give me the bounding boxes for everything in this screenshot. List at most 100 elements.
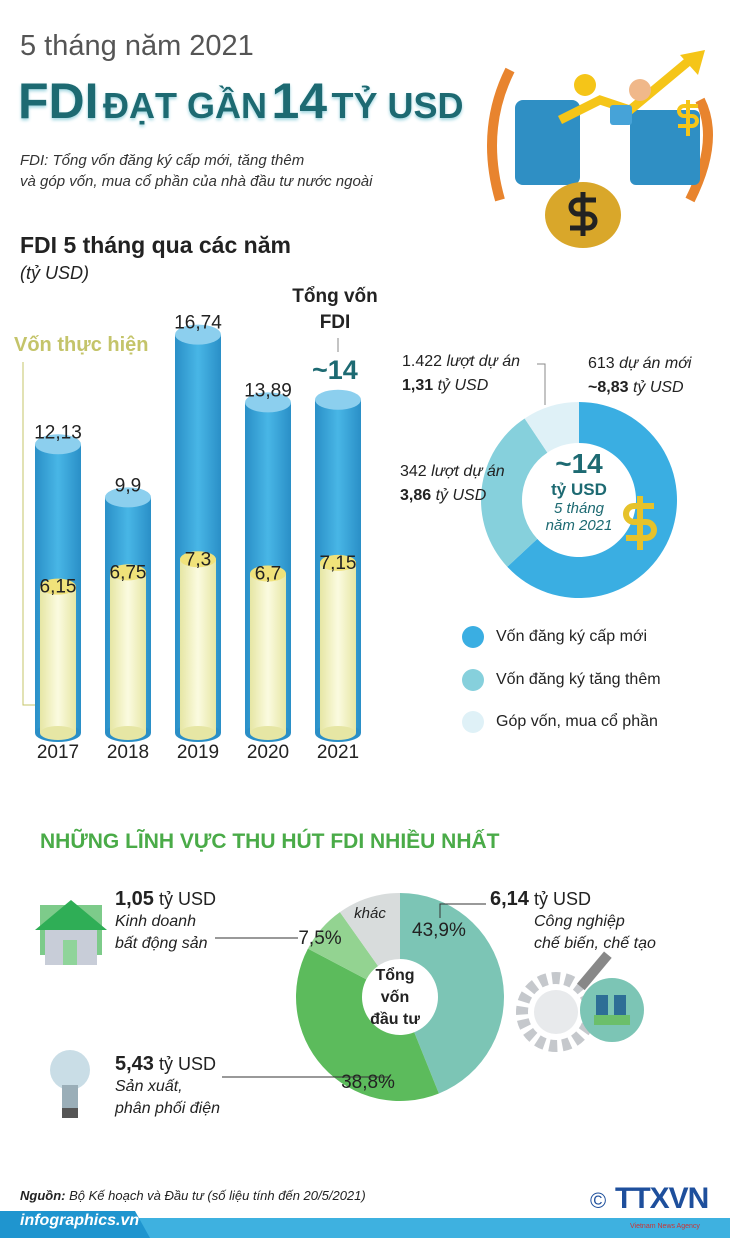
year-label: 2017 [37, 742, 79, 763]
name-line1: Kinh doanh [115, 913, 196, 930]
realized-bar-base [180, 726, 216, 740]
legend-label: Góp vốn, mua cổ phần [496, 713, 658, 730]
footer-tab [0, 1211, 150, 1238]
total-value-label: 12,13 [34, 422, 82, 443]
total-bar-top [245, 392, 291, 413]
amount: 6,14 [490, 888, 529, 910]
center-value: ~14 [555, 448, 603, 479]
slice-manufacturing [400, 893, 505, 1094]
subtitle-2: và góp vốn, mua cổ phần của nhà đầu tư n… [20, 173, 373, 190]
total-bar-top [105, 487, 151, 508]
increase-amount: 3,86 [400, 487, 432, 504]
name-line2: phân phối điện [115, 1100, 220, 1117]
stake-connector [537, 363, 546, 405]
realized-label: Vốn thực hiện [14, 334, 149, 356]
percent-label: 7,5% [298, 928, 341, 949]
footer-bar [0, 1218, 730, 1238]
legend-new: Vốn đăng ký cấp mới [462, 626, 647, 648]
realized-bar-top [320, 554, 356, 571]
new-unit: tỷ USD [632, 379, 684, 396]
stake-label: 1.422 lượt dự án 1,31 tỷ USD [402, 350, 520, 398]
center-line2: vốn [380, 989, 410, 1006]
total-label: Tổng vốn FDI [280, 284, 390, 336]
slice-increase [481, 418, 548, 567]
realized-bar-top [180, 551, 216, 568]
new-count: 613 [588, 355, 615, 372]
unit: tỷ USD [158, 1054, 216, 1074]
realized-value-label: 7,15 [320, 553, 357, 574]
agency-logo: TTXVN [615, 1182, 709, 1215]
sector-section-title: NHỮNG LĨNH VỰC THU HÚT FDI NHIỀU NHẤT [40, 830, 500, 853]
center-line3: đầu tư [370, 1011, 420, 1028]
legend-label: Vốn đăng ký cấp mới [496, 628, 648, 645]
year-label: 2020 [247, 742, 289, 763]
amount: 1,05 [115, 888, 154, 910]
realized-bar [110, 572, 146, 733]
page-title: FDI ĐẠT GẦN 14 TỶ USD [18, 72, 464, 130]
realized-value-label: 6,7 [255, 564, 281, 585]
realized-value-label: 7,3 [185, 549, 211, 570]
name-line1: Sản xuất, [115, 1078, 183, 1095]
new-label: 613 dự án mới ~8,83 tỷ USD [588, 352, 691, 400]
realized-bar [40, 586, 76, 733]
amount: 5,43 [115, 1053, 154, 1075]
total-bar-top [35, 434, 81, 455]
realized-bar-top [110, 564, 146, 581]
center-line2: năm 2021 [545, 517, 613, 534]
realized-bar-top [250, 565, 286, 582]
realized-bar [250, 573, 286, 733]
title-num: 14 [271, 73, 328, 129]
copyright-icon: © [590, 1188, 607, 1213]
manufacturing-label: 6,14 tỷ USD Công nghiệp chế biến, chế tạ… [490, 888, 656, 955]
slice-electricity [295, 948, 439, 1102]
name-line1: Công nghiệp [534, 913, 625, 930]
realized-bar [320, 562, 356, 733]
unit: tỷ USD [533, 889, 591, 909]
source-text: Bộ Kế hoạch và Đầu tư (số liệu tính đến … [69, 1188, 366, 1203]
realized-bar [180, 559, 216, 733]
increase-count-label: lượt dự án [431, 463, 505, 480]
stake-count-label: lượt dự án [446, 353, 521, 370]
slice-real-estate [307, 912, 379, 980]
bar-chart-title: FDI 5 tháng qua các năm [20, 232, 291, 258]
slice-stake [524, 402, 579, 453]
electricity-label: 5,43 tỷ USD Sản xuất, phân phối điện [115, 1053, 220, 1120]
realized-value-label: 6,75 [110, 562, 147, 583]
year-label: 2019 [177, 742, 219, 763]
stake-count: 1.422 [402, 353, 443, 370]
donut-center: ~14 tỷ USD 5 tháng năm 2021 [539, 448, 619, 534]
slice-other [339, 893, 400, 966]
legend-stake: Góp vốn, mua cổ phần [462, 711, 658, 733]
increase-count: 342 [400, 463, 427, 480]
realized-bar-base [250, 726, 286, 740]
source-label: Nguồn: [20, 1188, 66, 1203]
title-fdi: FDI [18, 73, 99, 129]
total-value-label: 16,74 [174, 313, 222, 334]
agency-subtitle: Vietnam News Agency [630, 1223, 700, 1230]
total-value-label: 9,9 [115, 475, 141, 496]
center-line1: Tổng [375, 967, 415, 984]
total-label-line1: Tổng vốn [292, 286, 378, 307]
bar-chart-unit: (tỷ USD) [20, 263, 89, 283]
percent-label: 38,8% [341, 1072, 395, 1093]
percent-label: 43,9% [412, 920, 466, 941]
new-amount: ~8,83 [588, 379, 629, 396]
kicker: 5 tháng năm 2021 [20, 30, 254, 62]
real-estate-label: 1,05 tỷ USD Kinh doanh bất động sản [115, 888, 216, 955]
year-label: 2021 [317, 742, 359, 763]
site-link[interactable]: infographics.vn [20, 1212, 140, 1229]
legend-dot [462, 711, 484, 733]
title-mid: ĐẠT GẦN [103, 85, 267, 126]
source-note: Nguồn: Bộ Kế hoạch và Đầu tư (số liệu tí… [20, 1188, 366, 1203]
stake-amount: 1,31 [402, 377, 434, 394]
total-value: ~14 [312, 355, 358, 385]
year-label: 2018 [107, 742, 149, 763]
manufacturing-connector [439, 903, 486, 918]
center-unit: tỷ USD [551, 480, 607, 499]
name-line2: chế biến, chế tạo [534, 935, 656, 952]
unit: tỷ USD [158, 889, 216, 909]
increase-unit: tỷ USD [435, 487, 487, 504]
stake-unit: tỷ USD [437, 377, 489, 394]
percent-label: khác [354, 905, 386, 922]
